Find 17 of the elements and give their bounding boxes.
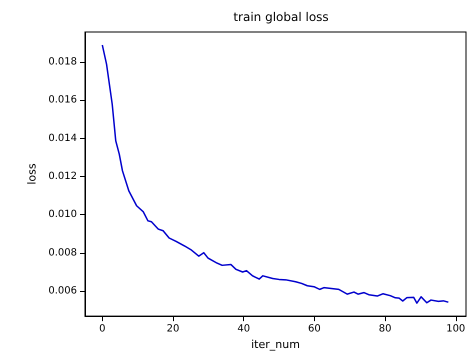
line-series xyxy=(102,44,450,304)
y-axis-title: loss xyxy=(25,163,38,185)
y-tick-label: 0.016 xyxy=(48,94,77,106)
y-tick-label: 0.018 xyxy=(48,56,77,68)
y-tick-label: 0.006 xyxy=(48,286,77,297)
x-tick-label: 60 xyxy=(308,324,321,335)
y-tick-label: 0.014 xyxy=(48,132,77,144)
y-tick-label: 0.008 xyxy=(48,247,77,258)
chart-title: train global loss xyxy=(233,10,329,24)
x-tick-label: 20 xyxy=(166,324,180,335)
x-tick-label: 40 xyxy=(237,324,250,335)
y-tick-label: 0.010 xyxy=(48,209,77,220)
x-tick-label: 80 xyxy=(378,324,392,335)
y-tick-label: 0.012 xyxy=(48,171,77,182)
x-tick-label: 0 xyxy=(99,324,106,335)
x-tick-label: 100 xyxy=(446,324,466,335)
x-axis-title: iter_num xyxy=(251,338,300,351)
